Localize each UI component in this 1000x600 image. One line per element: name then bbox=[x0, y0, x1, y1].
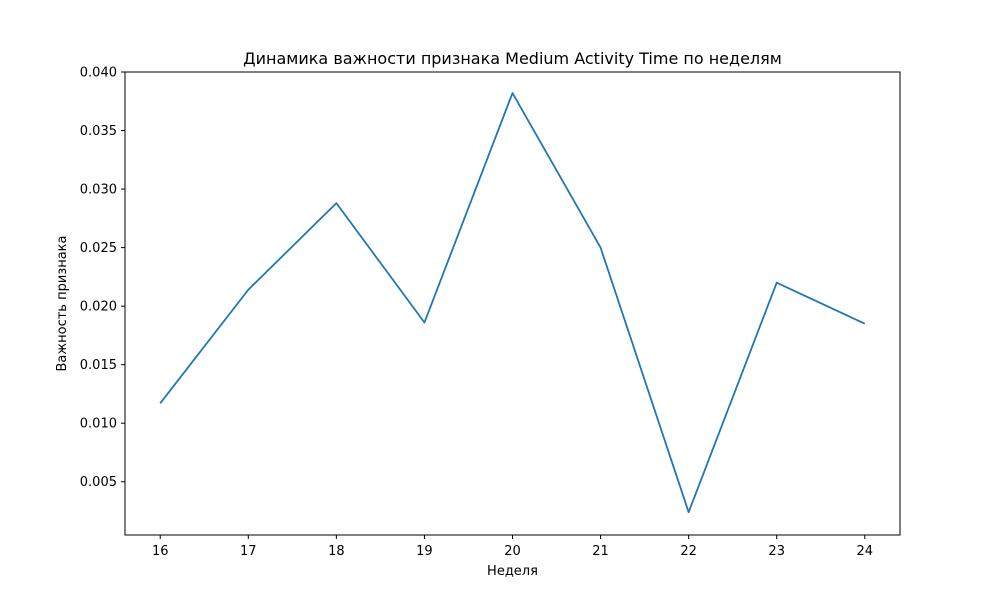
y-tick-label: 0.040 bbox=[80, 66, 117, 81]
y-tick-label: 0.030 bbox=[80, 183, 117, 198]
y-axis-label: Важность признака bbox=[55, 236, 70, 372]
y-tick-label: 0.025 bbox=[80, 241, 117, 256]
x-tick-label: 21 bbox=[592, 544, 609, 559]
x-tick-label: 23 bbox=[768, 544, 785, 559]
chart-title: Динамика важности признака Medium Activi… bbox=[243, 49, 782, 68]
x-tick-label: 17 bbox=[240, 544, 257, 559]
y-tick-label: 0.015 bbox=[80, 358, 117, 373]
y-tick-label: 0.010 bbox=[80, 417, 117, 432]
x-tick-label: 16 bbox=[152, 544, 169, 559]
plot-area: 16 17 18 19 20 21 22 23 24 0.005 0.010 0.015 0.020 0.… bbox=[80, 66, 901, 559]
x-tick-label: 24 bbox=[856, 544, 873, 559]
x-axis-label: Неделя bbox=[487, 564, 538, 579]
y-tick-label: 0.005 bbox=[80, 475, 117, 490]
y-tick-label: 0.035 bbox=[80, 124, 117, 139]
x-tick-label: 22 bbox=[680, 544, 697, 559]
x-tick-label: 20 bbox=[504, 544, 521, 559]
x-tick-label: 18 bbox=[328, 544, 345, 559]
y-tick-label: 0.020 bbox=[80, 300, 117, 315]
x-tick-label: 19 bbox=[416, 544, 433, 559]
